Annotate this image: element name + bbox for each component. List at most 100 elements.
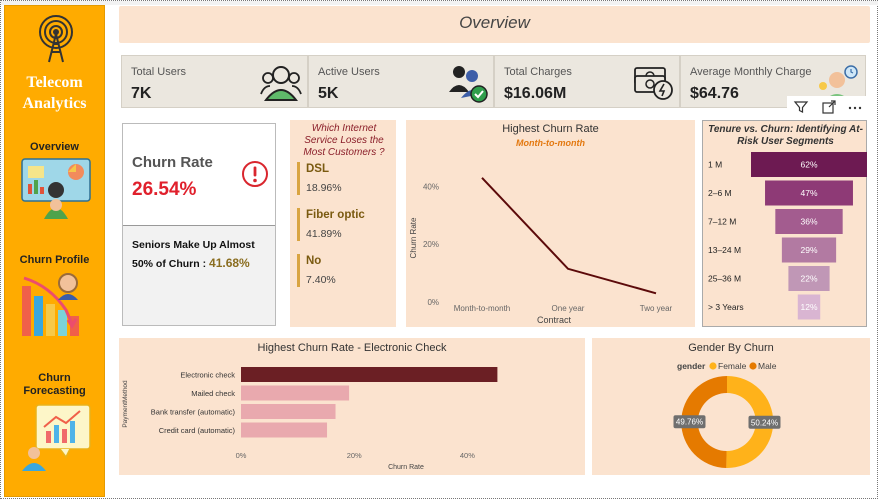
visual-header-toolbar <box>787 96 867 118</box>
funnel-bar <box>788 266 830 291</box>
x-tick-label: 0% <box>236 451 247 460</box>
payment-chart-title: Highest Churn Rate - Electronic Check <box>257 342 447 354</box>
donut-slice <box>681 376 727 468</box>
nav-churn-profile[interactable]: Churn Profile <box>5 254 104 267</box>
payment-chart-plot: Electronic check Mailed check Bank transfe… <box>122 367 498 471</box>
legend-marker <box>709 362 717 370</box>
x-tick-label: 40% <box>460 451 475 460</box>
y-tick-label: 40% <box>423 182 439 191</box>
legend-entry: Female <box>718 361 747 371</box>
gender-churn-chart: Gender By Churn gender Female Male 50.24% 49… <box>592 338 870 475</box>
internet-item-name: DSL <box>306 163 329 175</box>
tenure-chart-title: Tenure vs. Churn: Identifying At-Risk Us… <box>708 124 863 147</box>
seniors-value: 41.68% <box>209 256 250 270</box>
focus-mode-icon[interactable] <box>821 99 837 115</box>
kpi-total-users: Total Users 7K <box>121 55 308 108</box>
nav-churn-forecasting[interactable]: Churn Forecasting <box>5 372 104 398</box>
kpi-active-users: Active Users 5K <box>308 55 494 108</box>
data-label-bg <box>673 415 706 429</box>
gender-chart-title: Gender By Churn <box>688 342 774 354</box>
funnel-category-label: 2–6 M <box>708 188 732 198</box>
internet-title-line-2: Service Loses the <box>304 135 384 146</box>
series-line <box>481 177 657 295</box>
sidebar: Telecom Analytics Overview Churn Profile <box>4 5 105 497</box>
payment-category-label: Electronic check <box>180 371 235 380</box>
funnel-category-label: 25–36 M <box>708 274 741 284</box>
payment-bar <box>241 422 328 438</box>
kpi-label: Total Users <box>131 66 187 78</box>
legend-title: gender <box>677 361 706 371</box>
churn-rate-value: 26.54% <box>132 179 197 200</box>
funnel-category-label: 13–24 M <box>708 245 741 255</box>
funnel-category-label: > 3 Years <box>708 302 744 312</box>
payment-category-label: Credit card (automatic) <box>159 426 236 435</box>
funnel-category-label: 7–12 M <box>708 217 736 227</box>
funnel-bar <box>765 180 853 206</box>
x-axis-label: Churn Rate <box>388 464 424 471</box>
brand-line-2: Analytics <box>22 95 87 112</box>
contract-chart-plot: 0% 20% 40% Month-to-month One year Two year Co… <box>409 177 673 325</box>
contract-churn-chart: Highest Churn Rate Month-to-month 0% 20% 4… <box>406 120 695 327</box>
brand-title: Telecom Analytics <box>5 72 104 114</box>
page-header: Overview <box>119 6 870 43</box>
x-tick-label: Two year <box>640 304 673 313</box>
more-options-icon[interactable] <box>847 99 863 115</box>
internet-item-dsl: DSL 18.96% <box>297 162 392 195</box>
internet-item-name: No <box>306 255 322 267</box>
filter-icon[interactable] <box>793 99 809 115</box>
legend-entry: Male <box>758 361 777 371</box>
internet-title-line-1: Which Internet <box>311 123 377 134</box>
kpi-label: Average Monthly Charge <box>690 66 812 78</box>
nav-churn-forecasting-label-2: Forecasting <box>23 385 86 397</box>
y-tick-label: 0% <box>427 298 439 307</box>
funnel-bar <box>797 294 821 320</box>
funnel-data-label: 36% <box>800 217 817 227</box>
brand-line-1: Telecom <box>26 74 83 91</box>
payment-category-label: Mailed check <box>191 389 235 398</box>
nav-churn-profile-label: Churn Profile <box>19 254 90 266</box>
forecast-chart-icon[interactable] <box>20 403 92 471</box>
presentation-icon[interactable] <box>20 157 92 223</box>
kpi-value: $16.06M <box>504 85 567 102</box>
users-icon <box>260 66 302 101</box>
y-axis-label: PaymentMethod <box>122 380 129 428</box>
seniors-line-2: 50% of Churn : <box>132 258 207 270</box>
y-tick-label: 20% <box>423 240 439 249</box>
seniors-line-1: Seniors Make Up Almost <box>132 239 255 251</box>
churn-rate-card: Churn Rate 26.54% Seniors Make Up Almost… <box>122 123 276 326</box>
funnel-bar <box>775 209 843 234</box>
churn-rate-top: Churn Rate 26.54% <box>123 124 275 226</box>
donut-slice <box>726 375 774 468</box>
nav-overview-label: Overview <box>30 141 79 153</box>
internet-panel-title: Which Internet Service Loses the Most Cu… <box>294 123 394 159</box>
seniors-churn-text: Seniors Make Up Almost 50% of Churn : 41… <box>132 236 272 273</box>
y-axis-label: Churn Rate <box>409 217 418 258</box>
nav-overview[interactable]: Overview <box>5 141 104 154</box>
internet-item-name: Fiber optic <box>306 209 365 221</box>
payment-bar <box>241 367 498 382</box>
contract-chart-title: Highest Churn Rate <box>502 123 599 135</box>
payment-bar <box>241 385 350 401</box>
x-tick-label: Month-to-month <box>454 304 510 313</box>
payment-bar <box>241 404 336 419</box>
funnel-data-label: 22% <box>800 274 817 284</box>
internet-item-no: No 7.40% <box>297 254 392 287</box>
internet-title-line-3: Most Customers ? <box>303 147 385 158</box>
contract-chart-subtitle: Month-to-month <box>516 138 585 148</box>
data-label-bg <box>748 415 781 429</box>
ribbon-remnant <box>1 1 878 5</box>
funnel-data-label: 12% <box>800 302 817 312</box>
kpi-label: Active Users <box>318 66 380 78</box>
kpi-label: Total Charges <box>504 66 572 78</box>
internet-item-value: 7.40% <box>306 274 336 286</box>
bar-chart-user-icon[interactable] <box>20 272 92 338</box>
funnel-bar <box>781 237 837 263</box>
money-charges-icon <box>634 67 673 100</box>
funnel-data-label: 47% <box>800 188 817 198</box>
funnel-category-label: 1 M <box>708 160 722 170</box>
tenure-funnel-chart: Tenure vs. Churn: Identifying At-Risk Us… <box>702 120 867 327</box>
internet-item-fiber-optic: Fiber optic 41.89% <box>297 208 392 241</box>
kpi-value: $64.76 <box>690 85 739 102</box>
kpi-total-charges: Total Charges $16.06M <box>494 55 680 108</box>
